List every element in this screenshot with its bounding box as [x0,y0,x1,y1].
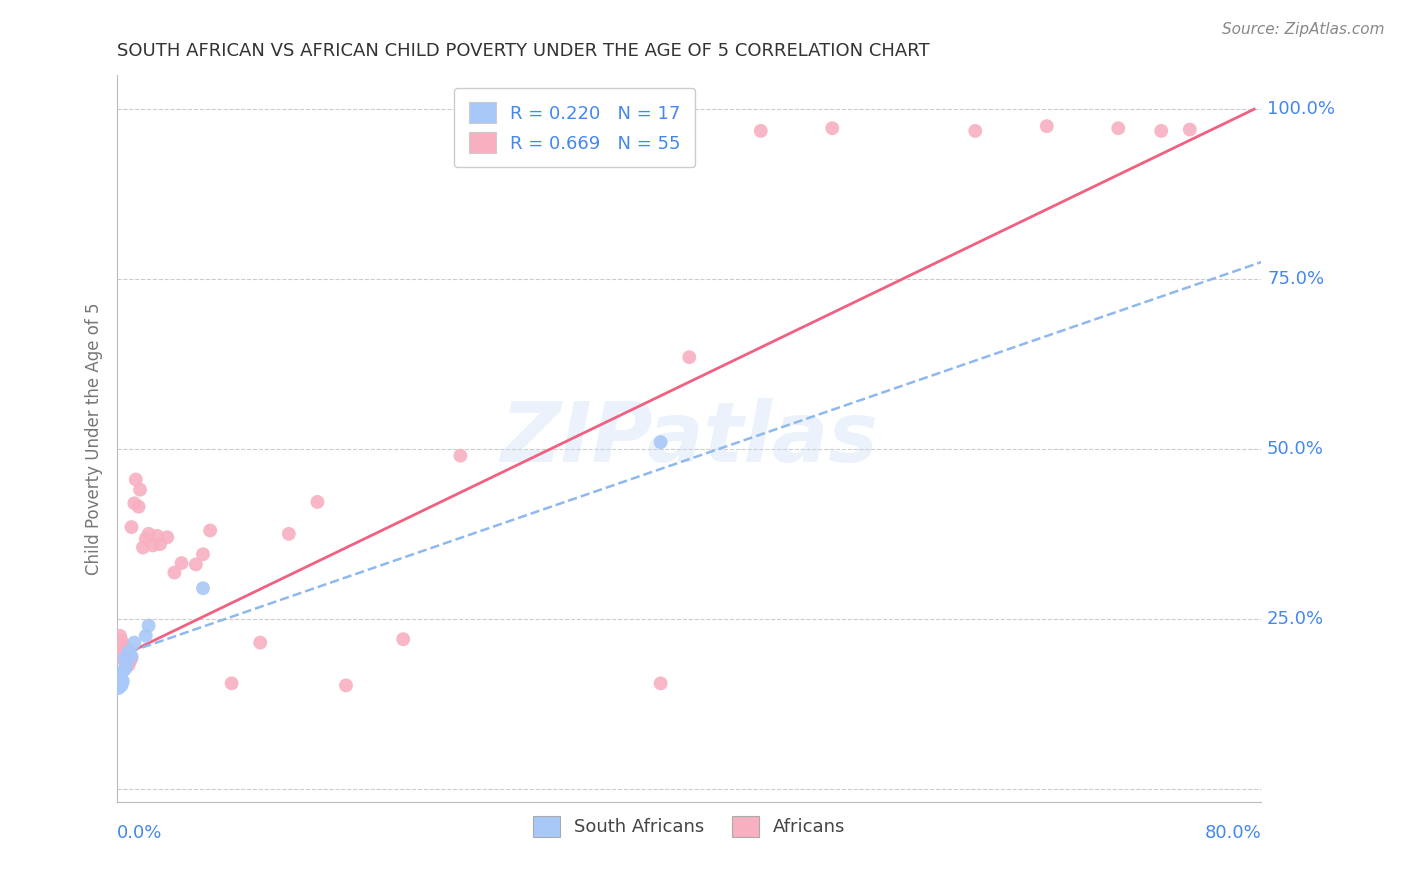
Point [108,639,131,653]
Point [112,663,135,677]
Point [149,537,172,551]
Point [124,635,146,649]
Point [156,530,179,544]
Point [111,674,134,689]
Point [650,435,672,450]
Point [108,629,131,643]
Point [115,646,138,660]
Point [335,678,357,692]
Text: 25.0%: 25.0% [1267,610,1324,628]
Point [110,672,132,686]
Point [108,676,131,690]
Point [121,649,143,664]
Text: 80.0%: 80.0% [1205,824,1261,842]
Point [114,649,136,664]
Point [138,618,160,632]
Point [110,640,132,655]
Point [135,629,157,643]
Text: 0.0%: 0.0% [117,824,163,842]
Point [108,667,131,681]
Point [117,644,139,658]
Point [108,649,131,664]
Text: 100.0%: 100.0% [1267,100,1336,118]
Point [124,496,146,510]
Point [111,651,134,665]
Point [198,524,221,538]
Point [138,527,160,541]
Point [821,121,844,136]
Point [449,449,471,463]
Point [107,635,129,649]
Point [129,483,152,497]
Point [678,350,700,364]
Point [1107,121,1129,136]
Point [115,654,138,668]
Point [117,649,139,664]
Y-axis label: Child Poverty Under the Age of 5: Child Poverty Under the Age of 5 [86,302,103,575]
Point [115,652,138,666]
Text: 50.0%: 50.0% [1267,440,1324,458]
Point [120,654,142,668]
Point [191,547,214,561]
Point [112,647,135,661]
Point [392,632,415,647]
Point [1036,119,1059,133]
Point [112,639,135,653]
Point [114,656,136,670]
Point [111,642,134,657]
Point [142,538,165,552]
Text: Source: ZipAtlas.com: Source: ZipAtlas.com [1222,22,1385,37]
Point [132,541,155,555]
Point [1178,122,1201,136]
Point [107,681,129,695]
Text: ZIPatlas: ZIPatlas [501,398,879,479]
Point [125,473,148,487]
Point [249,635,271,649]
Point [146,529,169,543]
Legend: South Africans, Africans: South Africans, Africans [526,809,853,844]
Point [307,495,329,509]
Text: SOUTH AFRICAN VS AFRICAN CHILD POVERTY UNDER THE AGE OF 5 CORRELATION CHART: SOUTH AFRICAN VS AFRICAN CHILD POVERTY U… [117,42,929,60]
Text: 75.0%: 75.0% [1267,270,1324,288]
Point [277,527,299,541]
Point [117,658,139,673]
Point [170,556,193,570]
Point [749,124,772,138]
Point [112,654,135,668]
Point [128,500,150,514]
Point [163,566,186,580]
Point [965,124,987,138]
Point [650,676,672,690]
Point [107,642,129,657]
Point [1150,124,1173,138]
Point [184,558,207,572]
Point [221,676,243,690]
Point [121,520,143,534]
Point [191,581,214,595]
Point [135,532,157,546]
Point [110,647,132,661]
Point [112,651,135,665]
Point [114,642,136,657]
Point [114,661,136,675]
Point [121,651,143,665]
Point [110,633,132,648]
Point [110,678,132,692]
